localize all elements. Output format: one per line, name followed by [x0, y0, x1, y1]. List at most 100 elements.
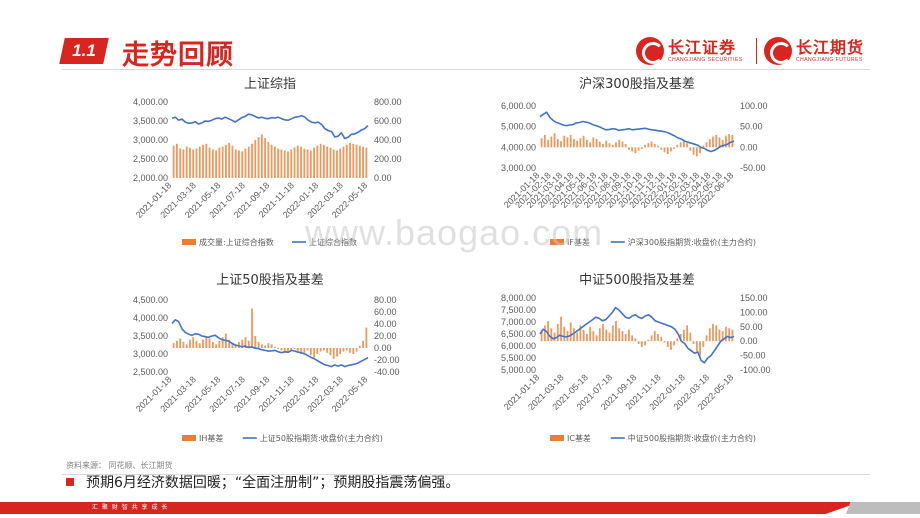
bar [349, 348, 351, 353]
bar [313, 348, 315, 358]
bar [287, 348, 289, 353]
source-note: 资料来源： 同花顺、长江期货 [66, 461, 173, 470]
bar [650, 141, 653, 148]
y-left-tick-label: 7,000.00 [501, 317, 536, 327]
chart-svg: 上证综指 4,000.00 3,500.00 3,000.00 2,500.00 2,00… [133, 77, 402, 247]
bar [336, 150, 338, 178]
bar [640, 147, 643, 149]
bar [728, 134, 731, 148]
bar [228, 142, 231, 178]
y-left-tick-label: 4,000.00 [133, 313, 168, 323]
bar [624, 144, 627, 148]
bar [608, 332, 611, 342]
logo-changjiang-securities: 长江证券 CHANGJIANG SECURITIES [636, 34, 743, 68]
bar [602, 144, 604, 148]
y-right-tick-label: 100.00 [740, 101, 768, 111]
bar [179, 148, 182, 178]
legend-line-label: 沪深300股指期货:收盘价(主力合约) [628, 237, 756, 247]
y-left-tick-label: 6,500.00 [501, 329, 536, 339]
bar [712, 136, 714, 148]
bar [241, 339, 244, 348]
bar [657, 145, 659, 148]
y-right-tick-label: 0.00 [740, 142, 758, 152]
bar [172, 343, 175, 348]
bar [692, 341, 695, 345]
bar [682, 139, 685, 148]
bar [699, 341, 701, 356]
bar [579, 325, 582, 342]
bar [689, 147, 692, 151]
y-left-tick-label: 2,000.00 [133, 173, 168, 183]
bar [618, 139, 621, 148]
bar [296, 145, 299, 178]
bar [205, 143, 208, 178]
series-line [171, 318, 369, 368]
bar [355, 144, 358, 178]
bar [689, 332, 692, 342]
bar [663, 147, 666, 153]
bar [189, 339, 191, 348]
chart-title: 中证500股指及基差 [579, 273, 695, 288]
bar [673, 341, 676, 346]
y-left-tick-label: 5,500.00 [501, 353, 536, 363]
y-right-tick-label: 200.00 [374, 154, 402, 164]
bar [602, 323, 604, 342]
y-left-tick-label: 4,000.00 [133, 97, 168, 107]
bar [309, 150, 312, 178]
bar [718, 329, 721, 342]
bar [634, 338, 637, 342]
bar [569, 322, 572, 342]
bar [582, 135, 585, 148]
chart-shanghai-composite: 上证综指 4,000.00 3,500.00 3,000.00 2,500.00 2,00… [120, 72, 402, 262]
y-left-tick-label: 6,000.00 [501, 341, 536, 351]
bar [264, 345, 266, 348]
bar [556, 323, 559, 342]
bar [618, 328, 621, 342]
y-left-tick-label: 7,500.00 [501, 305, 536, 315]
bar [211, 149, 214, 178]
bar [339, 348, 342, 354]
y-left-tick-label: 2,500.00 [133, 154, 168, 164]
bar [650, 335, 653, 342]
chart-title: 沪深300股指及基差 [579, 76, 695, 92]
legend-bar-label: IH基差 [199, 433, 223, 443]
bar [296, 348, 299, 352]
legend-bar-swatch [182, 435, 196, 441]
bar [365, 327, 368, 348]
bar [274, 346, 276, 348]
bar [290, 149, 293, 178]
bar [313, 147, 315, 178]
chart-svg: 沪深300股指及基差 6,000.00 5,000.00 4,000.00 3,000.… [501, 76, 768, 247]
bar [293, 147, 296, 178]
bottom-divider [62, 474, 870, 475]
footer-slogan: 汇 聚 财 智 共 享 成 长 [92, 504, 169, 511]
y-left-tick-label: 3,500.00 [133, 116, 168, 126]
bar [345, 144, 348, 178]
bar [721, 331, 724, 342]
bar [300, 348, 302, 354]
bar [283, 150, 286, 178]
bar [647, 339, 650, 342]
bar [319, 348, 322, 352]
y-right-tick-label: 60.00 [374, 307, 397, 317]
bar [241, 151, 244, 178]
y-right-tick-label: 0.00 [374, 173, 392, 183]
bar [592, 137, 595, 148]
bar [345, 348, 348, 351]
bar [553, 332, 556, 342]
bar [342, 146, 345, 178]
bar [634, 147, 637, 154]
bar [323, 348, 325, 351]
legend-bar-swatch [550, 239, 564, 245]
bar [329, 348, 332, 356]
y-left-tick-label: 5,000.00 [501, 365, 536, 375]
bar [260, 344, 263, 348]
bar [323, 144, 325, 178]
y-right-tick-label: 50.00 [740, 322, 763, 332]
bar [621, 141, 624, 148]
bar [260, 134, 263, 178]
changjiang-logo-icon [636, 37, 664, 65]
bar [560, 316, 562, 342]
bar [202, 339, 204, 348]
bar [679, 334, 682, 342]
